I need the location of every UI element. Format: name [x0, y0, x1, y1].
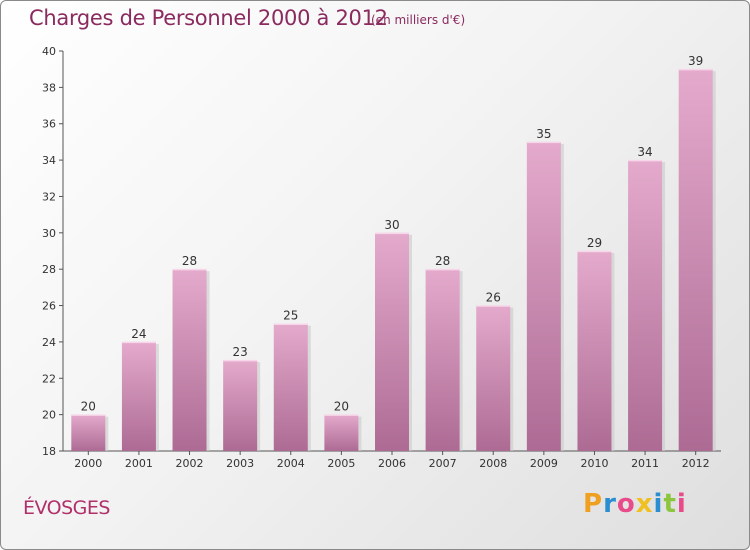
- data-label: 24: [131, 327, 146, 341]
- y-tick-label: 22: [42, 372, 56, 385]
- data-label: 20: [334, 400, 349, 414]
- y-tick-label: 40: [42, 45, 56, 58]
- y-tick-label: 34: [42, 154, 56, 167]
- bar: [121, 341, 156, 451]
- logo-letter: r: [603, 489, 617, 519]
- x-tick-label: 2007: [429, 457, 457, 470]
- data-label: 39: [688, 54, 703, 68]
- x-tick-label: 2001: [125, 457, 153, 470]
- data-label: 28: [435, 254, 450, 268]
- data-label: 35: [536, 127, 551, 141]
- bar: [577, 251, 612, 451]
- x-tick-label: 2004: [277, 457, 305, 470]
- y-tick-label: 28: [42, 263, 56, 276]
- logo-letter: t: [663, 489, 677, 519]
- data-label: 20: [81, 400, 96, 414]
- data-label: 29: [587, 236, 602, 250]
- data-label: 34: [637, 145, 652, 159]
- x-tick-label: 2003: [226, 457, 254, 470]
- bar: [425, 269, 460, 451]
- x-tick-label: 2012: [682, 457, 710, 470]
- logo-letter: i: [676, 489, 687, 519]
- data-label: 23: [233, 345, 248, 359]
- x-tick-label: 2008: [479, 457, 507, 470]
- logo-letter: o: [616, 489, 636, 519]
- bar: [71, 414, 106, 451]
- y-tick-label: 24: [42, 336, 56, 349]
- chart-title: Charges de Personnel 2000 à 2012: [29, 6, 388, 30]
- bar: [172, 269, 207, 451]
- bar: [628, 160, 663, 451]
- y-tick-label: 20: [42, 409, 56, 422]
- x-tick-label: 2002: [176, 457, 204, 470]
- logo-letter: x: [635, 489, 654, 519]
- bar: [526, 141, 561, 451]
- x-tick-label: 2000: [74, 457, 102, 470]
- x-tick-label: 2005: [327, 457, 355, 470]
- y-tick-label: 36: [42, 118, 56, 131]
- data-label: 26: [486, 291, 501, 305]
- y-tick-label: 26: [42, 300, 56, 313]
- bar: [375, 232, 409, 451]
- data-label: 30: [384, 218, 399, 232]
- commune-name: ÉVOSGES: [23, 497, 110, 519]
- x-tick-label: 2009: [530, 457, 558, 470]
- chart-subtitle: (en milliers d'€): [371, 13, 466, 27]
- logo-letter: P: [583, 489, 604, 519]
- bar: [273, 323, 308, 451]
- bar: [324, 414, 359, 451]
- bar: [476, 305, 511, 451]
- proxiti-logo: Proxiti: [583, 489, 687, 519]
- y-tick-label: 18: [42, 445, 56, 458]
- y-tick-label: 38: [42, 81, 56, 94]
- data-label: 28: [182, 254, 197, 268]
- bar: [678, 69, 713, 451]
- logo-letter: i: [653, 489, 664, 519]
- x-tick-label: 2006: [378, 457, 406, 470]
- x-tick-label: 2010: [580, 457, 608, 470]
- data-label: 25: [283, 309, 298, 323]
- y-tick-label: 30: [42, 227, 56, 240]
- x-tick-label: 2011: [631, 457, 659, 470]
- bar: [223, 360, 258, 451]
- y-tick-label: 32: [42, 190, 56, 203]
